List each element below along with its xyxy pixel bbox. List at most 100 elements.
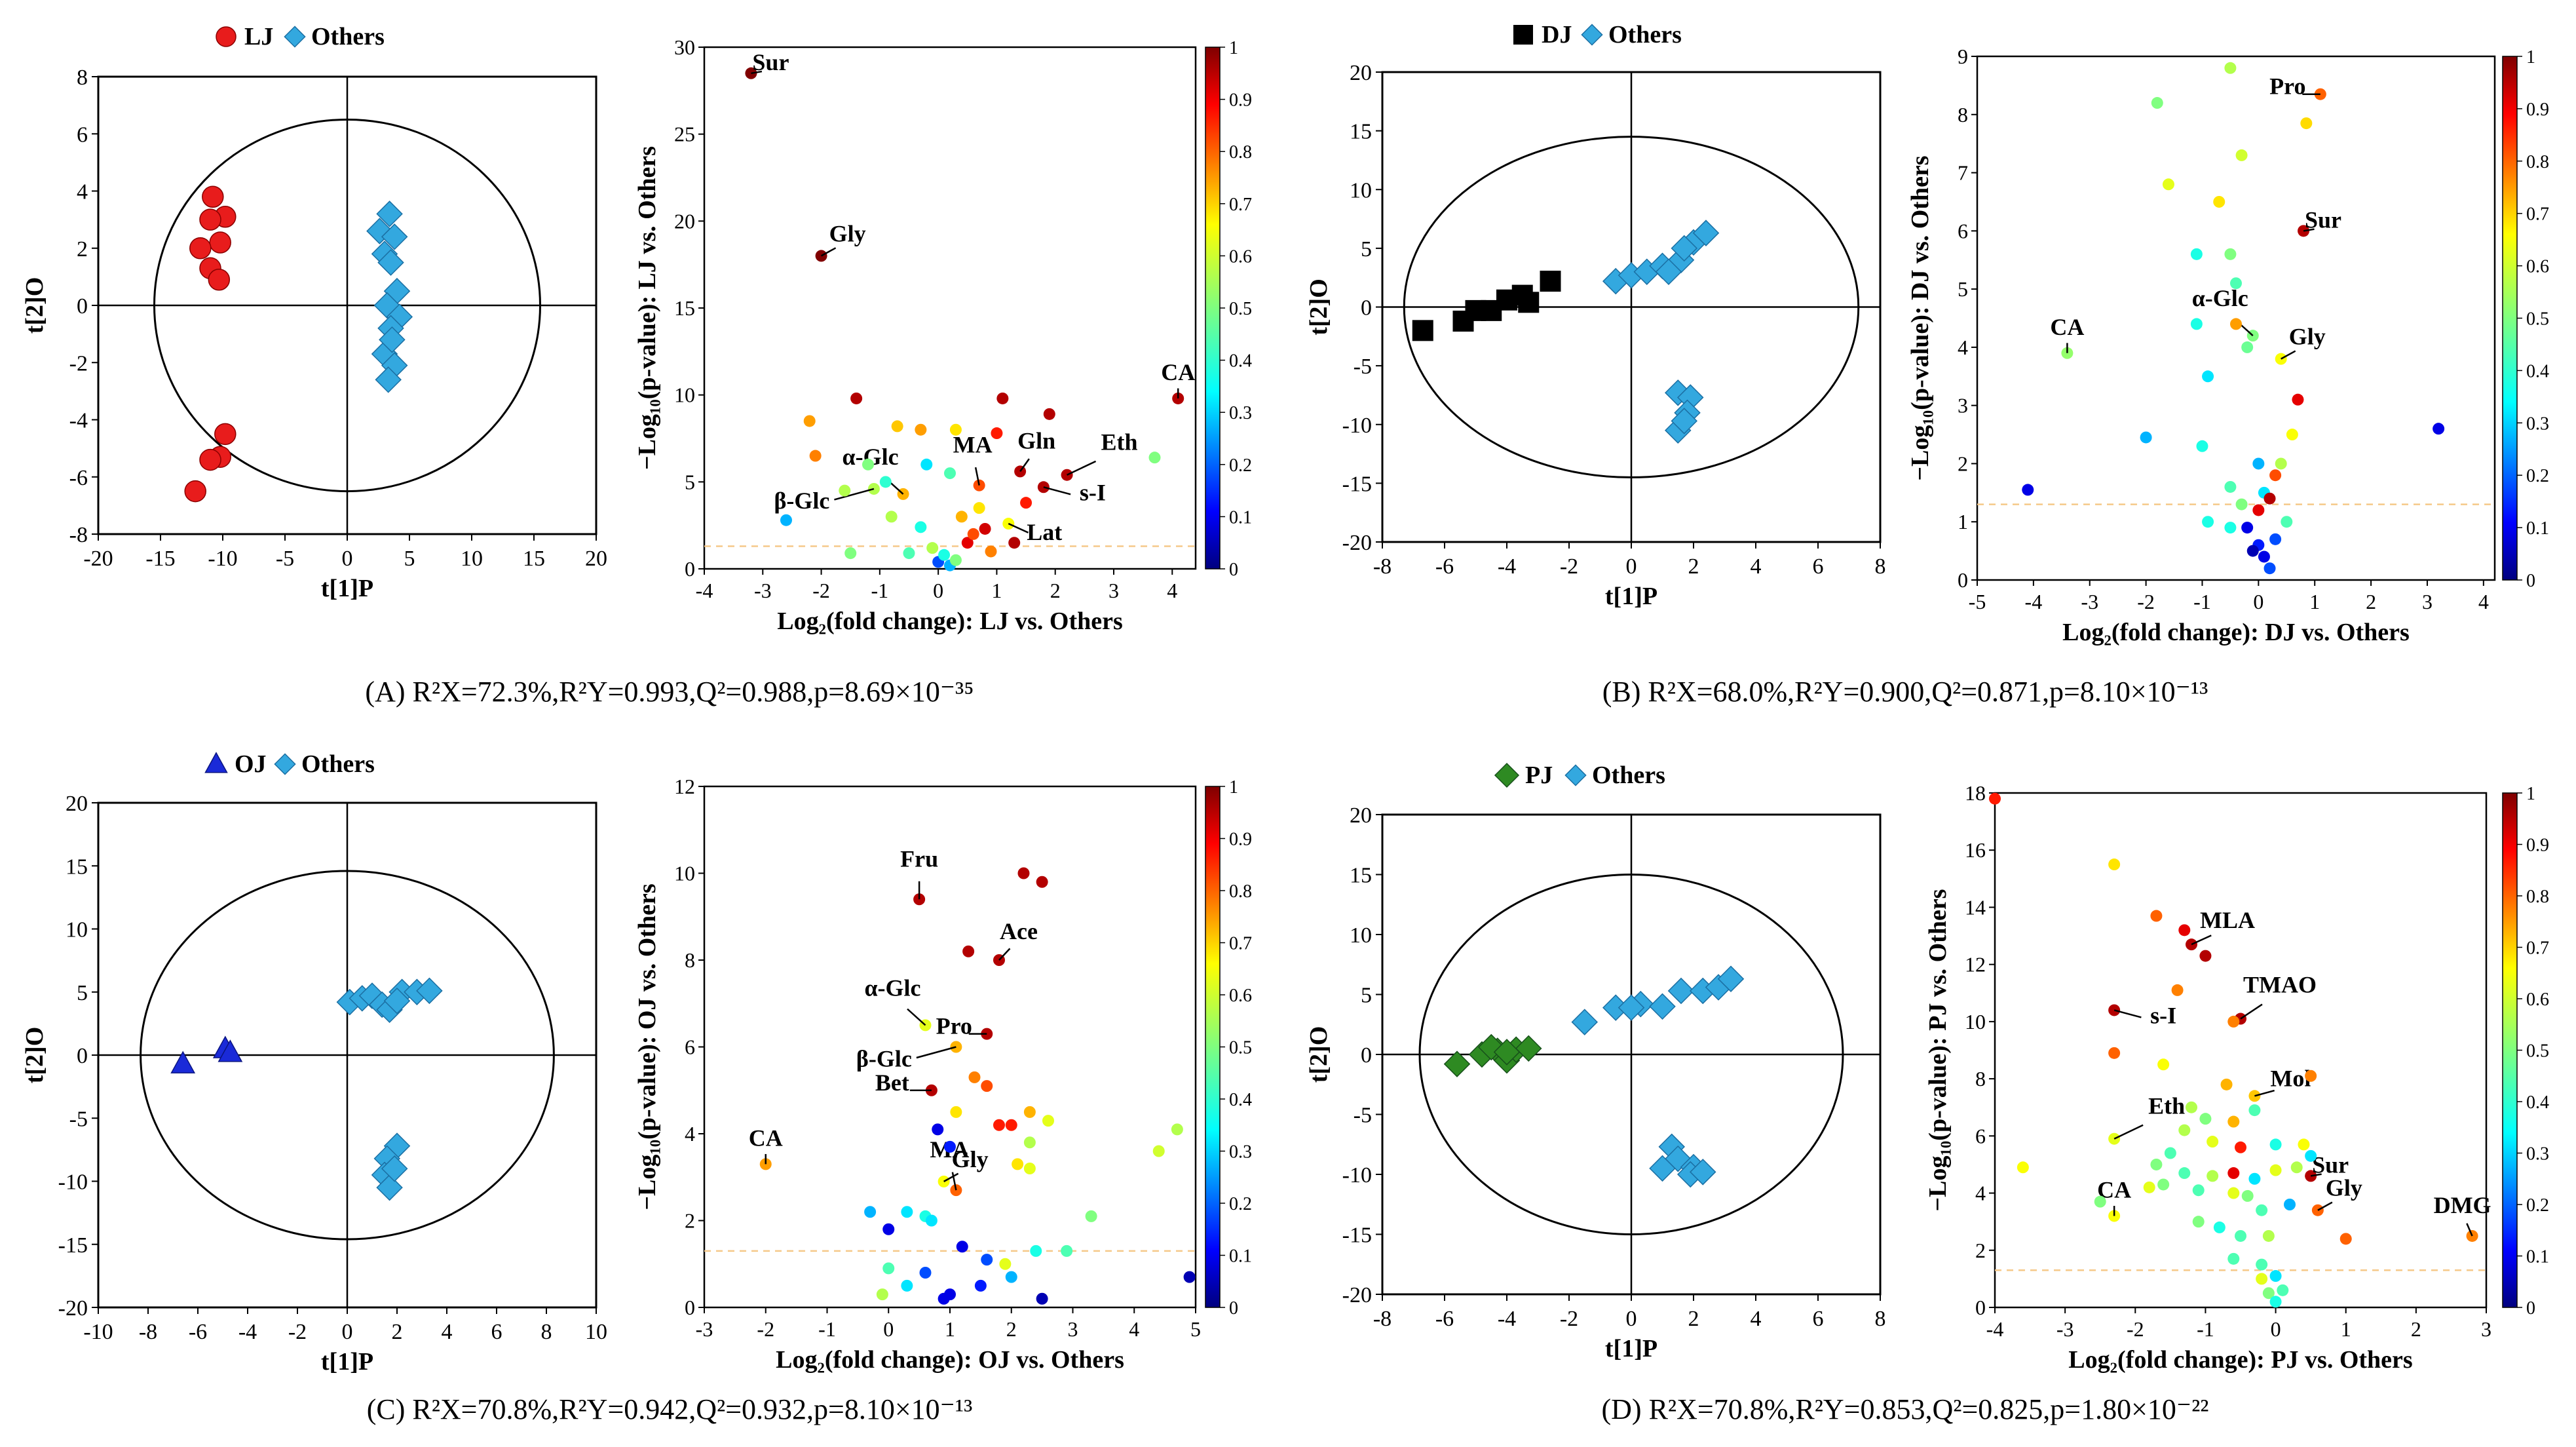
volcano-point [2094, 1195, 2106, 1208]
volcano-point [1030, 1244, 1042, 1257]
volcano-point [2262, 1229, 2275, 1242]
x-tick-label: 4 [1167, 579, 1177, 602]
volcano-point [2241, 1189, 2254, 1202]
label-leader-line [943, 1172, 959, 1182]
x-tick-label: 2 [1006, 1317, 1017, 1341]
volcano-point [2227, 1167, 2240, 1180]
volcano-point [1023, 1163, 1036, 1174]
y-tick-label: 8 [1958, 103, 1968, 126]
y-axis-title: t[2]O [21, 1027, 48, 1084]
label-leader-line [2466, 1223, 2473, 1237]
y-tick-label: 0 [1361, 1043, 1372, 1068]
group-point [208, 268, 231, 291]
x-tick-label: 3 [1108, 579, 1119, 602]
metabolite-label: CA [2050, 314, 2084, 340]
metabolite-label: Sur [2305, 206, 2341, 233]
volcano-point [2199, 950, 2212, 962]
group-point [1477, 1033, 1505, 1061]
volcano-point [2207, 1136, 2219, 1148]
colorbar-tick-label: 0.8 [2526, 887, 2549, 907]
metabolite-label: α-Glc [864, 974, 920, 1001]
x-tick-label: -5 [1969, 590, 1986, 613]
y-tick-label: 16 [1965, 838, 1986, 862]
panel-c: -10 -8 -6 -4 -2 0 2 4 6 8 1020151050-5-10-15-20t[1… [21, 750, 1252, 1376]
x-tick-label: 0 [933, 579, 943, 602]
volcano-point [949, 423, 962, 436]
volcano-point [903, 547, 915, 560]
label-leader-line [1008, 522, 1029, 533]
metabolite-label: CA [1161, 359, 1195, 385]
colorbar-tick-label: 0.9 [1229, 90, 1252, 111]
caption-c: (C) R²X=70.8%,R²Y=0.942,Q²=0.932,p=8.10×… [367, 1393, 973, 1425]
legend-others-marker [274, 753, 296, 775]
volcano-point [993, 1119, 1005, 1131]
colorbar-tick-label: 0.2 [1229, 455, 1252, 476]
metabolite-label: Gly [952, 1146, 989, 1172]
label-leader-line [951, 1172, 957, 1191]
volcano-point [1036, 1292, 1048, 1305]
legend-c: OJ Others [204, 750, 375, 778]
volcano-point [2017, 1161, 2029, 1174]
x-tick-label: -2 [2127, 1317, 2144, 1341]
volcano-point [915, 423, 927, 436]
y-tick-label: 0 [685, 557, 695, 581]
label-leader-line [1019, 458, 1030, 473]
colorbar-tick-label: 0.2 [1229, 1194, 1252, 1214]
volcano-point [961, 537, 974, 549]
colorbar-tick-label: 0.1 [2526, 1247, 2549, 1267]
y-tick-label: 6 [77, 123, 88, 147]
colorbar-tick-label: 0.3 [2526, 1144, 2549, 1165]
y-tick-label: 5 [685, 470, 695, 493]
colorbar-tick-label: 0.4 [2526, 1092, 2549, 1113]
x-tick-label: 8 [1875, 554, 1886, 579]
y-tick-label: -15 [1342, 472, 1372, 496]
group-point [199, 208, 221, 231]
y-tick-label: 0 [1958, 568, 1968, 592]
y-tick-label: 8 [685, 948, 695, 972]
x-tick-label: 3 [2481, 1317, 2491, 1341]
legend-b: DJ Others [1513, 21, 1682, 48]
volcano-point [1152, 1145, 1165, 1157]
group-point [218, 1039, 243, 1062]
metabolite-label: Gly [2289, 324, 2326, 350]
volcano-point [901, 1279, 913, 1292]
y-axis-title: t[2]O [1305, 279, 1333, 336]
volcano-point [2235, 1229, 2246, 1242]
x-tick-label: -2 [2137, 590, 2155, 613]
y-tick-label: -15 [58, 1233, 88, 1258]
volcano-point [882, 1262, 895, 1275]
colorbar-d: 0 0.1 0.2 0.3 0.4 0.5 0.6 0.7 0.8 0.9 1 [2502, 784, 2549, 1319]
legend-others-marker [1564, 764, 1587, 786]
x-tick-label: -1 [871, 579, 889, 602]
volcano-point [955, 511, 968, 523]
colorbar-tick-label: 1 [1229, 38, 1238, 58]
colorbar-tick-label: 0.6 [2526, 257, 2549, 277]
x-tick-label: 1 [945, 1317, 955, 1341]
volcano-point [2178, 924, 2191, 936]
colorbar-tick-label: 0.5 [1229, 299, 1252, 319]
x-tick-label: 3 [1068, 1317, 1078, 1341]
volcano-point [2227, 1115, 2240, 1128]
others-point [1655, 258, 1682, 285]
volcano-point [2286, 429, 2298, 441]
panel-d: -8 -6 -4 -2 0 2 4 6 820151050-5-10-15-20t[1]Pt[2… [1305, 762, 2549, 1374]
y-axis-title: −Log₁₀(p-value): LJ vs. Others [634, 146, 661, 470]
volcano-point [2162, 178, 2174, 191]
volcano-point [2150, 1158, 2163, 1170]
colorbar-tick-label: 0.7 [1229, 934, 1252, 954]
x-tick-label: -8 [1373, 554, 1392, 579]
volcano-point [1005, 1271, 1017, 1283]
volcano-point [882, 1223, 895, 1235]
colorbar-tick-label: 0.4 [1229, 351, 1252, 372]
colorbar-tick-label: 0.7 [1229, 195, 1252, 215]
volcano-point [920, 458, 933, 471]
volcano-point [2252, 457, 2265, 470]
legend-group-marker [216, 26, 237, 47]
legend-others-marker [284, 26, 306, 48]
legend-group-label: LJ [244, 23, 273, 50]
y-tick-label: 15 [1350, 864, 1372, 888]
metabolite-label: MA [953, 432, 993, 458]
legend-others-label: Others [311, 23, 385, 50]
volcano-point [2202, 370, 2214, 383]
y-tick-label: -10 [1342, 1163, 1372, 1187]
